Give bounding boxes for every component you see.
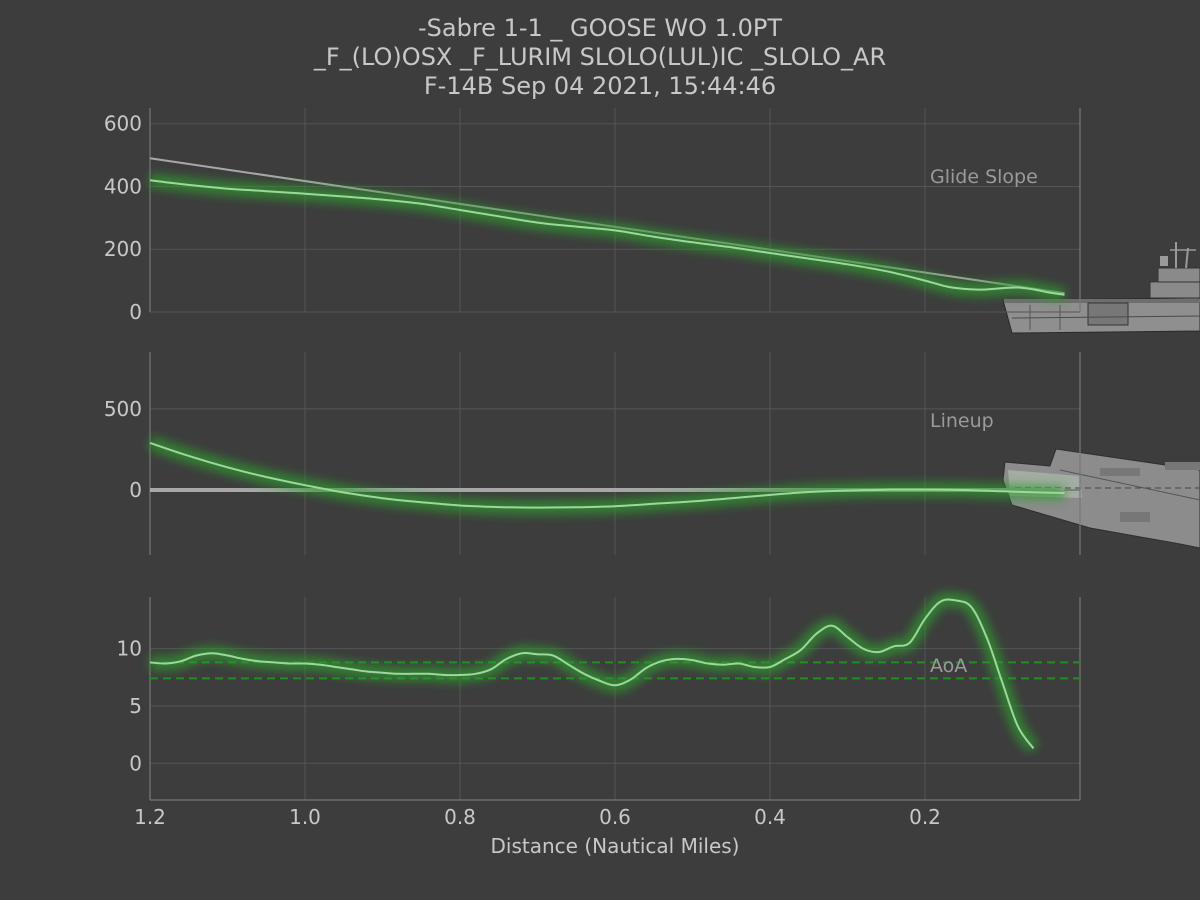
y-tick-label: 500	[104, 397, 142, 421]
panel-label: Glide Slope	[930, 166, 1038, 188]
y-tick-label: 200	[104, 237, 142, 261]
chart-title-line-1: -Sabre 1-1 _ GOOSE WO 1.0PT	[418, 14, 782, 42]
chart-title-line-2: _F_(LO)OSX _F_LURIM SLOLO(LUL)IC _SLOLO_…	[313, 43, 887, 71]
y-tick-label: 0	[129, 751, 142, 775]
flight-path-line	[149, 441, 1065, 509]
x-tick-label: 0.2	[909, 805, 941, 829]
y-tick-label: 0	[129, 478, 142, 502]
panel-label: AoA	[930, 655, 967, 677]
x-axis-title: Distance (Nautical Miles)	[491, 834, 740, 858]
y-tick-label: 0	[129, 300, 142, 324]
flight-path-glow	[149, 173, 1066, 302]
carrier-side-view-icon	[1002, 242, 1200, 334]
chart-title-line-3: F-14B Sep 04 2021, 15:44:46	[423, 72, 777, 100]
x-tick-label: 1.2	[134, 805, 166, 829]
x-tick-label: 0.4	[754, 805, 786, 829]
x-tick-label: 0.8	[444, 805, 476, 829]
y-tick-label: 10	[117, 637, 142, 661]
flight-path-glow	[147, 436, 1065, 515]
y-tick-label: 600	[104, 112, 142, 136]
y-tick-label: 5	[129, 694, 142, 718]
y-tick-label: 400	[104, 174, 142, 198]
flight-path-line	[149, 598, 1035, 750]
x-tick-label: 0.6	[599, 805, 631, 829]
panel-label: Lineup	[930, 410, 994, 432]
flight-path-line	[149, 179, 1065, 296]
x-tick-label: 1.0	[289, 805, 321, 829]
flight-path-glow	[149, 592, 1040, 753]
